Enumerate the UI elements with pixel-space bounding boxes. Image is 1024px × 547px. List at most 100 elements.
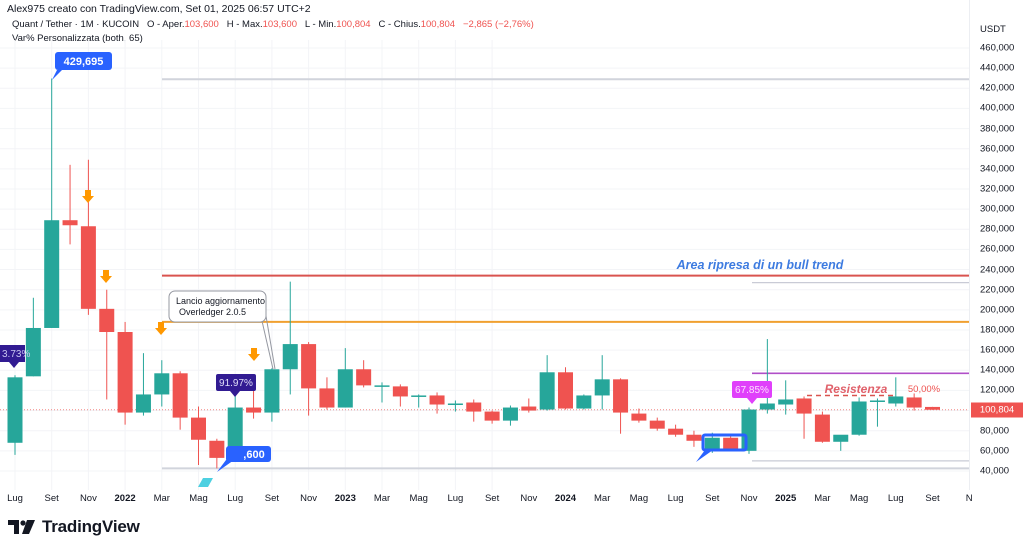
candle[interactable] [135,353,151,416]
time-tick-label: Lug [7,493,23,504]
candle[interactable] [888,377,904,407]
candle[interactable] [576,394,592,410]
candle-body [484,411,500,421]
candle[interactable] [80,159,96,315]
candle[interactable] [117,321,133,425]
candle[interactable] [759,339,775,414]
price-tick-label: 360,000 [980,143,1015,155]
price-tick-label: 60,000 [980,445,1010,457]
price-axis[interactable]: USDT 40,00060,00080,000100,000120,000140… [969,0,1024,490]
candle-body [649,420,665,429]
indicator-legend[interactable]: Var% Personalizzata (both, 65) [12,33,143,44]
candle[interactable] [264,368,280,422]
candle[interactable] [337,348,353,408]
open-value: 103,600 [184,19,219,30]
candle[interactable] [741,407,757,454]
time-tick-label: Nov [520,493,538,504]
candle[interactable] [521,398,537,413]
candle-body [282,344,298,370]
price-tick-label: 120,000 [980,384,1015,396]
min-price-label[interactable] [226,446,271,462]
time-tick-label: Nov [740,493,758,504]
high-value: 103,600 [262,19,297,30]
time-tick-label: 2023 [334,493,356,504]
candle[interactable] [392,384,408,407]
candle[interactable] [99,289,115,400]
price-tick-label: 220,000 [980,284,1015,296]
candle[interactable] [374,382,390,403]
candle[interactable] [484,410,500,424]
candle[interactable] [906,393,922,411]
pct-label-50-text: 50,00% [908,384,941,395]
high-label: H - Max. [226,19,263,30]
candle[interactable] [925,406,940,410]
candle[interactable] [796,396,812,439]
candle[interactable] [594,355,610,410]
candle[interactable] [631,408,647,423]
symbol-name[interactable]: Quant / Tether · 1M · KUCOIN [12,19,140,30]
candle[interactable] [539,355,555,411]
candle[interactable] [172,371,188,430]
candle-body [44,220,60,328]
pct-label-left-pointer [9,362,19,368]
candle[interactable] [778,380,794,415]
candle[interactable] [649,417,665,431]
candle-body [576,395,592,409]
candle[interactable] [356,360,372,388]
candle[interactable] [686,430,702,447]
candle-body [264,369,280,413]
candle-body [62,220,78,226]
time-axis[interactable]: Lug Set Nov 2022 Mar Mag Lug Set Nov 2023 Mar Mag Lu… [0,490,973,508]
tradingview-logo-icon [8,520,35,534]
candle[interactable] [814,411,830,443]
max-price-label[interactable] [55,52,112,70]
candle[interactable] [191,406,206,465]
tradingview-logo: TradingView [8,517,140,537]
time-tick-label: Mag [849,493,869,504]
pct-label-mid-text: 91.97% [219,378,253,389]
price-unit: USDT [980,24,1006,35]
candle[interactable] [869,398,885,427]
candle[interactable] [154,360,170,407]
price-chart[interactable]: 429,695 ,600 3.73% 91.97% 67.85% 50,00% Lancio… [0,0,969,490]
candle-body [227,407,243,458]
candle[interactable] [466,399,482,422]
candle[interactable] [668,424,684,437]
highlight-box[interactable] [701,433,748,452]
price-tick-label: 40,000 [980,465,1010,477]
candle[interactable] [447,400,463,412]
price-tick-label: 380,000 [980,123,1015,135]
candle[interactable] [558,367,573,410]
candle[interactable] [282,281,298,395]
candle[interactable] [411,394,427,408]
low-value: 100,804 [336,19,371,30]
event-callout[interactable] [168,290,267,323]
open-label: O - Aper. [146,19,185,30]
candle[interactable] [833,434,849,451]
candle[interactable] [851,397,867,436]
cyan-marker-icon [198,478,213,487]
candle[interactable] [613,378,629,434]
candle[interactable] [209,438,225,469]
pct-label-right[interactable] [732,381,772,398]
candle[interactable] [7,375,23,455]
candle[interactable] [25,297,41,377]
candle[interactable] [429,392,445,414]
price-tick-label: 340,000 [980,163,1015,175]
bull-trend-area-label: Area ripresa di un bull trend [676,258,844,272]
min-label-pointer [217,460,234,472]
candle[interactable] [723,435,739,451]
max-label-pointer [52,70,62,80]
candle[interactable] [44,78,60,328]
candle-body [759,403,775,410]
arrow-down-icon [100,270,112,283]
candle[interactable] [62,164,78,245]
candle[interactable] [301,342,317,416]
pct-label-left-text: 3.73% [2,349,30,360]
candle[interactable] [319,377,335,410]
pct-label-left[interactable] [0,345,25,362]
candle-body [521,406,537,411]
candle[interactable] [502,405,518,426]
pct-label-mid[interactable] [216,374,256,391]
candle-body [888,396,904,404]
